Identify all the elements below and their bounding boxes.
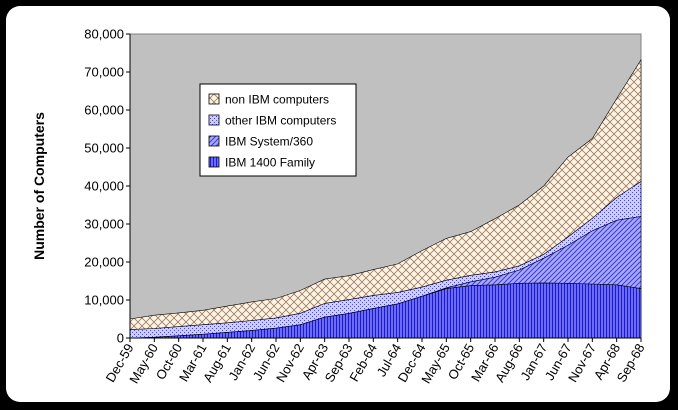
legend-swatch-ibm-system-360 xyxy=(208,135,220,147)
y-tick-label: 20,000 xyxy=(84,255,124,270)
area-series-group xyxy=(129,58,642,339)
legend-box xyxy=(199,83,357,177)
y-tick-labels: 0 10,000 20,000 30,000 40,000 50,000 60,000 70,… xyxy=(84,27,124,346)
y-tick-label: 50,000 xyxy=(84,141,124,156)
legend-label-ibm-system-360: IBM System/360 xyxy=(225,135,313,149)
area-non-ibm-computers xyxy=(129,58,642,330)
legend-label-ibm-1400-family: IBM 1400 Family xyxy=(225,156,315,170)
y-tick-label: 60,000 xyxy=(84,103,124,118)
y-tick-label: 0 xyxy=(117,331,124,346)
legend-swatch-ibm-1400-family xyxy=(208,156,220,168)
legend: non IBM computers other IBM computers IBM … xyxy=(199,83,357,177)
y-tick-label: 10,000 xyxy=(84,293,124,308)
y-tick-label: 80,000 xyxy=(84,27,124,42)
legend-label-non-ibm-computers: non IBM computers xyxy=(225,93,329,107)
stacked-area-chart: 0 10,000 20,000 30,000 40,000 50,000 60,000 70,… xyxy=(31,27,648,387)
legend-swatch-other-ibm-computers xyxy=(208,114,220,126)
x-tick-labels: Dec-59May-60Oct-60Mar-61Aug-61Jan-62Jun-… xyxy=(103,341,648,386)
legend-swatch-non-ibm-computers xyxy=(208,93,220,105)
y-tick-label: 40,000 xyxy=(84,179,124,194)
y-tick-label: 30,000 xyxy=(84,217,124,232)
axes xyxy=(126,33,642,342)
y-tick-label: 70,000 xyxy=(84,65,124,80)
y-axis-label: Number of Computers xyxy=(31,112,47,260)
chart-frame: 0 10,000 20,000 30,000 40,000 50,000 60,000 70,… xyxy=(6,6,670,402)
legend-label-other-ibm-computers: other IBM computers xyxy=(225,114,336,128)
